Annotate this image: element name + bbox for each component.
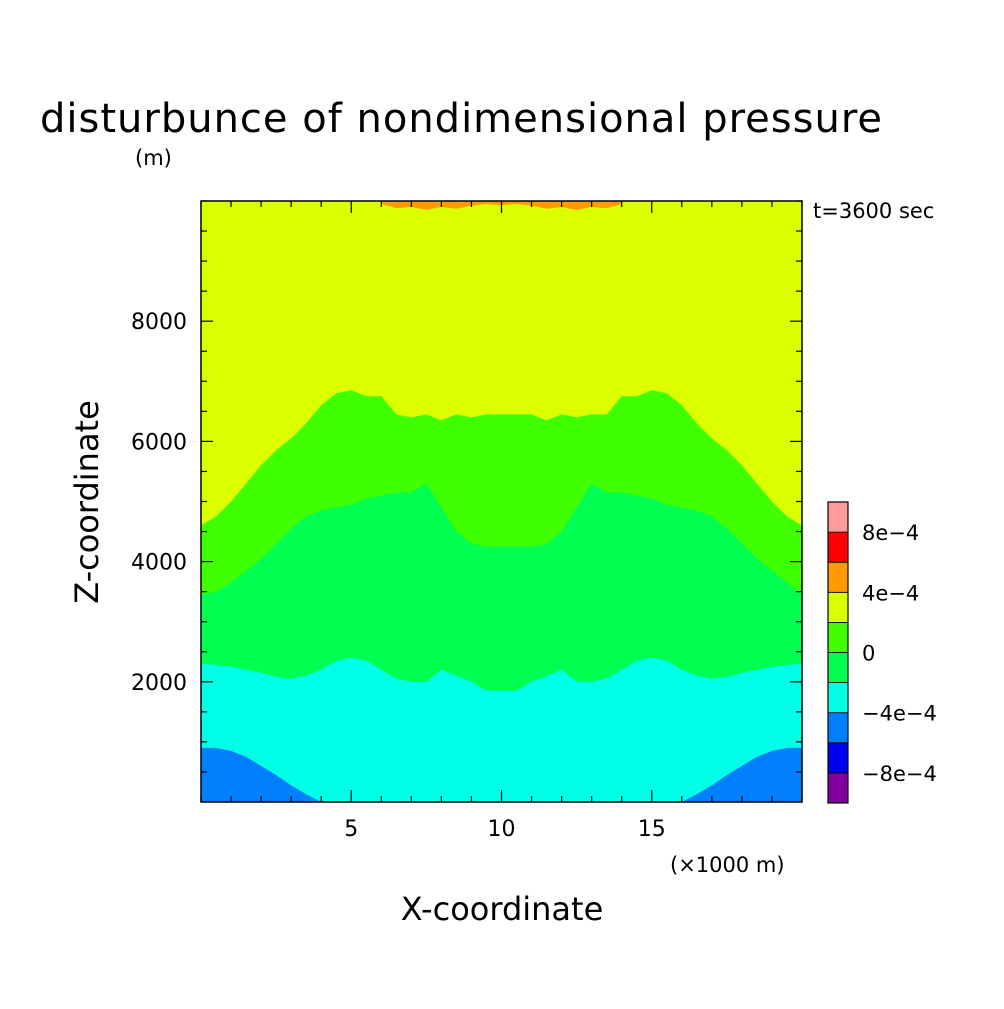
colorbar-swatch [827, 772, 849, 804]
colorbar-frame [827, 501, 849, 804]
y-tick-label: 6000 [131, 430, 187, 455]
colorbar-swatch [827, 531, 849, 563]
chart-title: disturbunce of nondimensional pressure [40, 96, 883, 142]
contour-region-level--0.0006--0.0004-right [681, 747, 802, 802]
plot-area [201, 201, 802, 802]
x-tick-label: 15 [638, 817, 666, 842]
time-label: t=3600 sec [813, 199, 934, 223]
x-tick-label: 5 [344, 817, 358, 842]
colorbar-swatch [827, 742, 849, 774]
contour-region-level--0.0006--0.0004-left [201, 747, 322, 802]
colorbar-swatch [827, 712, 849, 744]
colorbar-swatch [827, 682, 849, 714]
colorbar-swatch [827, 591, 849, 623]
colorbar-label: −4e−4 [862, 702, 937, 726]
y-axis-label: Z-coordinate [68, 400, 106, 604]
colorbar-label: −8e−4 [862, 762, 937, 786]
x-axis-label: X-coordinate [401, 890, 604, 928]
y-tick-label: 4000 [131, 551, 187, 576]
colorbar-swatch [827, 622, 849, 653]
colorbar: 8e−4 4e−4 0 −4e−4 −8e−4 [827, 501, 937, 804]
colorbar-swatch [827, 561, 849, 593]
colorbar-label: 8e−4 [862, 521, 919, 545]
colorbar-label: 0 [862, 642, 875, 666]
y-tick-label: 2000 [131, 671, 187, 696]
axes: 5 10 15 2000 4000 6000 8000 [131, 200, 803, 842]
colorbar-label: 4e−4 [862, 581, 919, 605]
colorbar-swatch [827, 652, 849, 684]
colorbar-swatch [827, 501, 849, 533]
y-tick-label: 8000 [131, 310, 187, 335]
contour-region-level--0.0004--0.0002 [201, 657, 802, 802]
x-units-label: (×1000 m) [670, 853, 785, 877]
x-tick-label: 10 [488, 817, 516, 842]
y-units-label: (m) [135, 146, 172, 170]
